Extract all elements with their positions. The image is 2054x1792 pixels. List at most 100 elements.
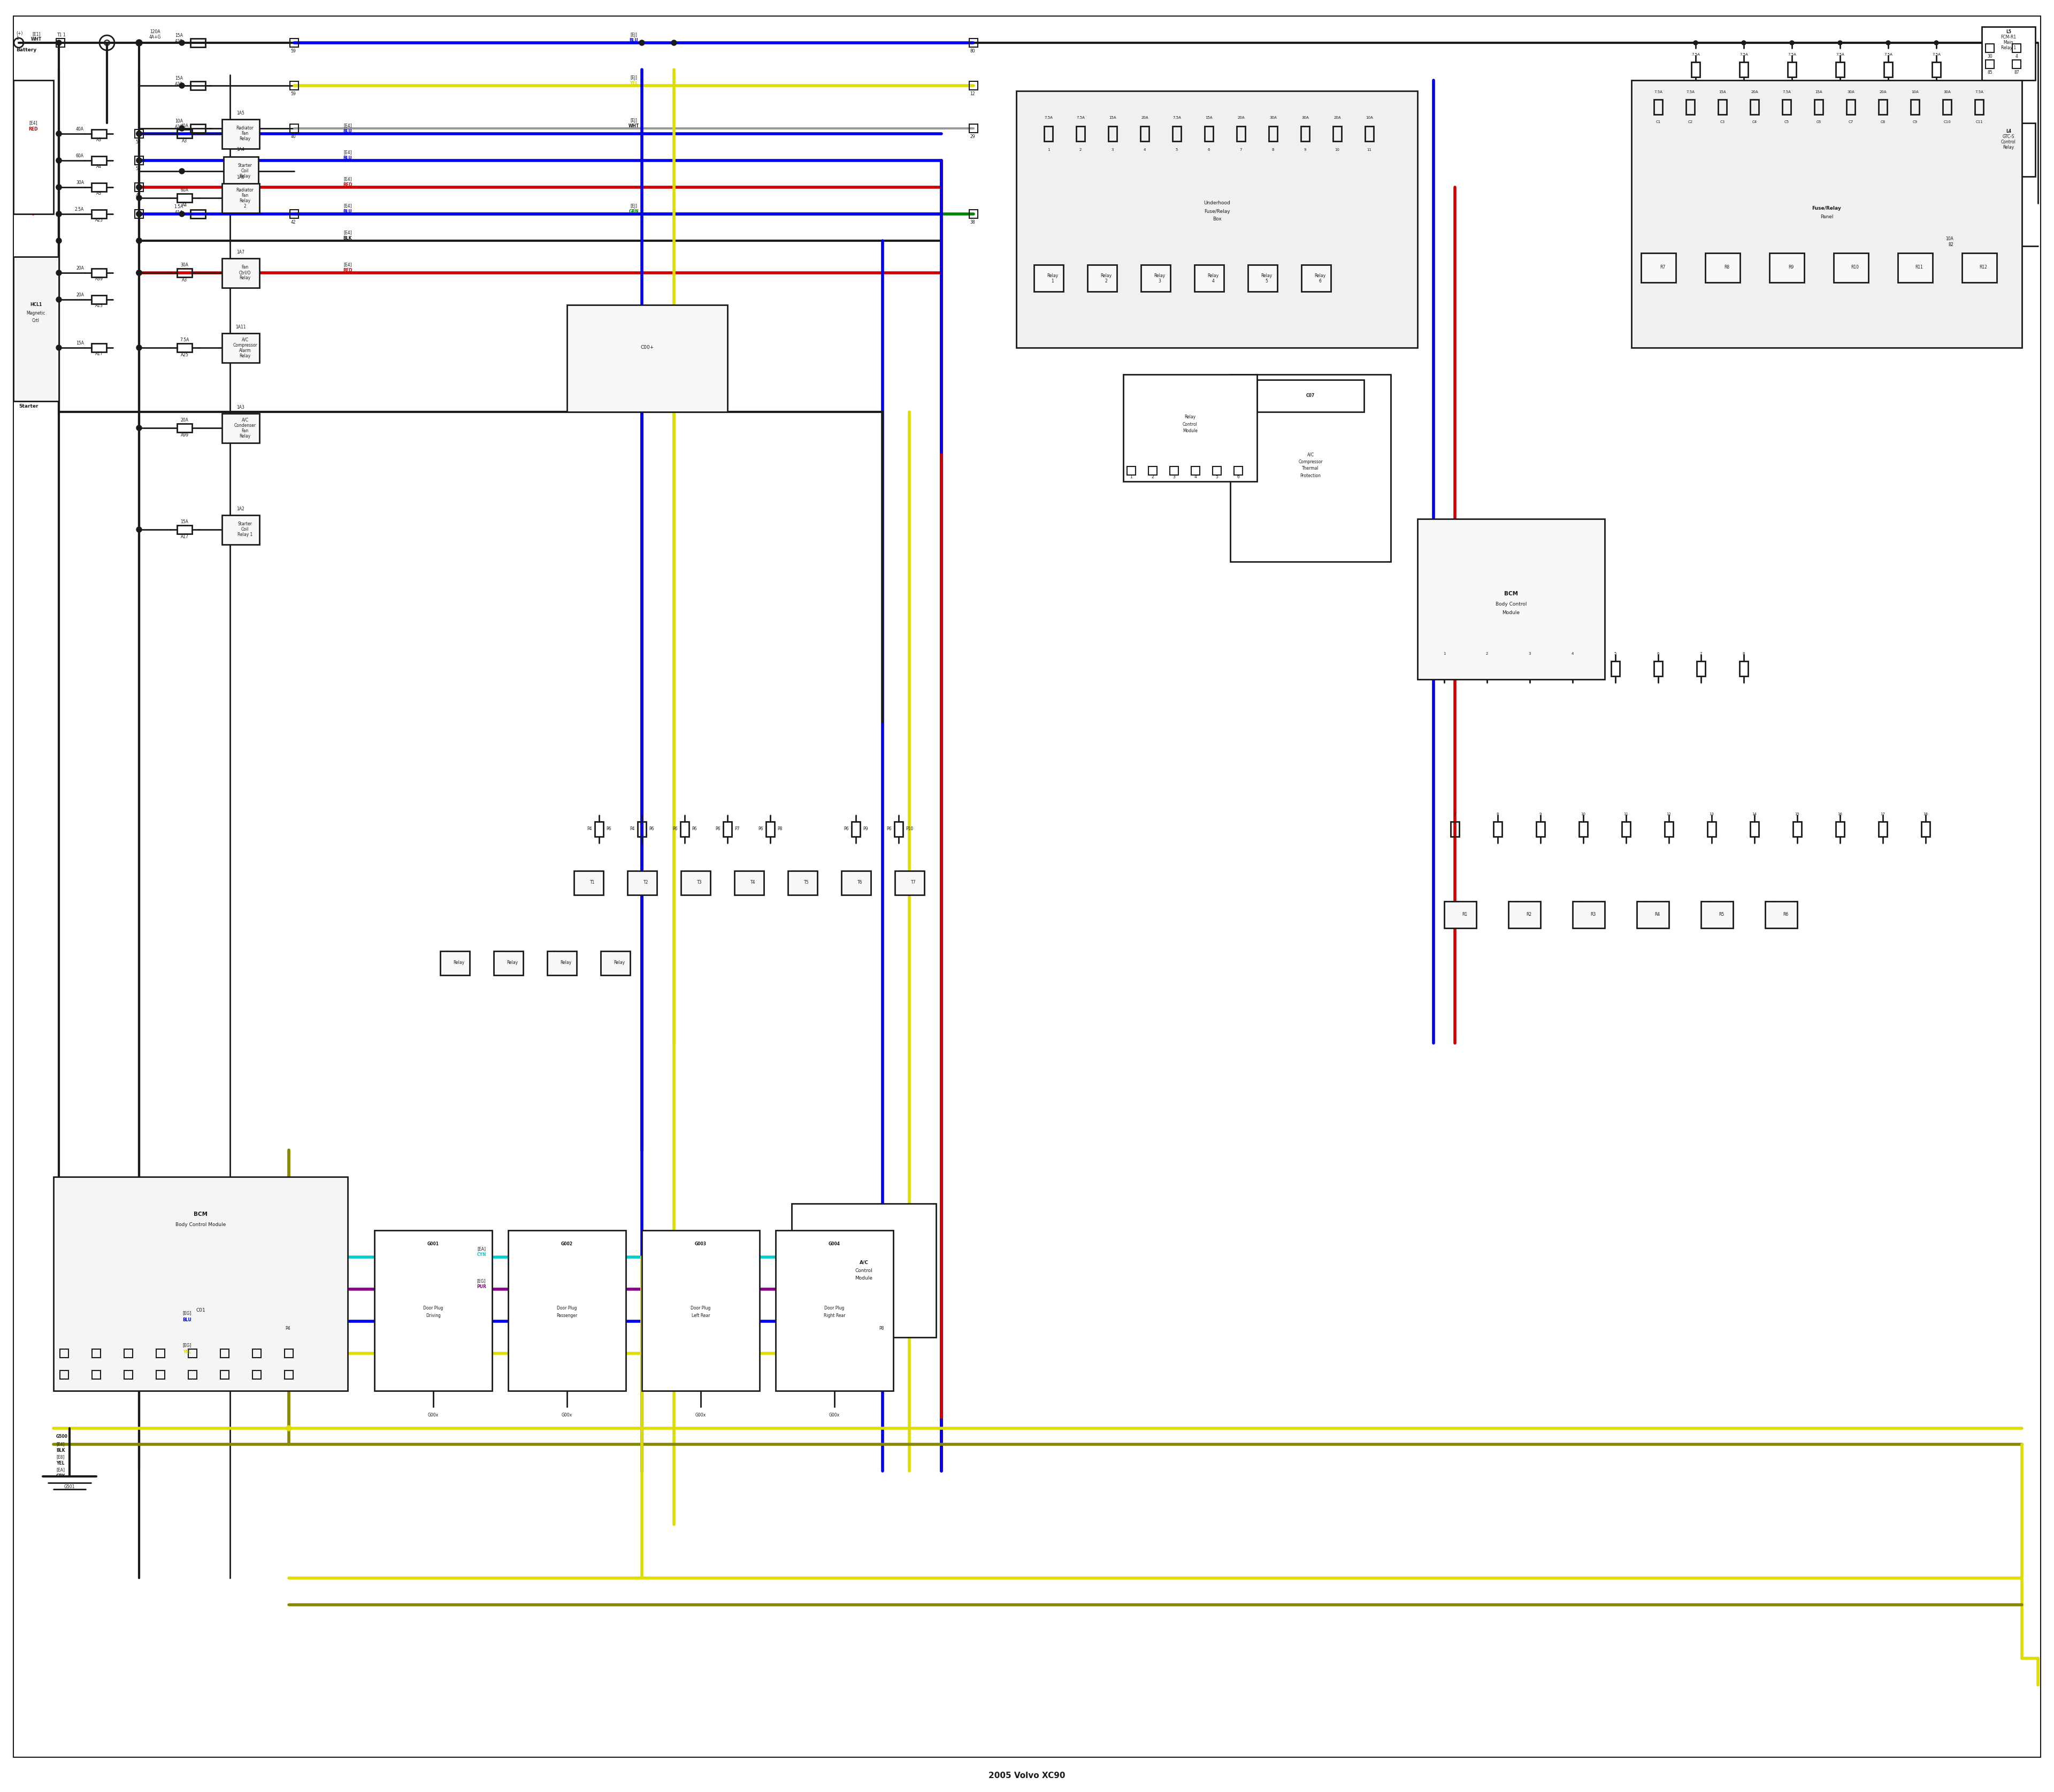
Text: 59: 59 <box>136 140 140 143</box>
Bar <box>92 129 107 138</box>
Text: Door Plug: Door Plug <box>423 1306 444 1310</box>
Text: Passenger: Passenger <box>557 1314 577 1319</box>
Bar <box>191 81 205 90</box>
Circle shape <box>55 39 62 45</box>
Bar <box>1440 661 1448 676</box>
Text: Relay 1: Relay 1 <box>238 532 253 538</box>
Text: 30: 30 <box>1986 54 1992 59</box>
Text: 20A: 20A <box>1142 116 1148 120</box>
Circle shape <box>55 158 62 163</box>
Text: 20A: 20A <box>76 267 84 271</box>
Bar <box>1986 43 1994 52</box>
Text: C9: C9 <box>1912 120 1916 124</box>
Text: 4A+G: 4A+G <box>150 36 160 39</box>
Bar <box>92 1349 101 1358</box>
Text: Relay: Relay <box>2003 145 2015 149</box>
Text: R7: R7 <box>1660 265 1666 271</box>
Bar <box>817 1306 826 1315</box>
Circle shape <box>55 185 62 190</box>
Text: 7.5A: 7.5A <box>1783 90 1791 93</box>
Text: 7.5A: 7.5A <box>1933 54 1941 56</box>
Bar <box>766 823 774 837</box>
Text: 11: 11 <box>1366 149 1372 151</box>
Text: 7.5A: 7.5A <box>1787 54 1795 56</box>
Text: 2005 Volvo XC90: 2005 Volvo XC90 <box>988 1772 1066 1779</box>
Text: 80: 80 <box>969 48 976 54</box>
Text: C10: C10 <box>1943 120 1951 124</box>
Text: Fan: Fan <box>242 194 249 197</box>
Circle shape <box>136 271 142 276</box>
Text: [E4]: [E4] <box>343 262 351 267</box>
Bar <box>177 423 191 432</box>
Bar <box>1717 100 1727 115</box>
Circle shape <box>136 195 142 201</box>
Bar <box>1076 125 1085 142</box>
Bar <box>53 1177 347 1391</box>
Bar <box>1986 59 1994 68</box>
Text: P4: P4 <box>587 826 592 831</box>
Bar <box>177 269 191 278</box>
Text: Module: Module <box>1183 428 1197 434</box>
Text: P6: P6 <box>649 826 653 831</box>
Bar <box>136 183 144 192</box>
Circle shape <box>55 131 62 136</box>
Circle shape <box>55 185 62 190</box>
Text: Panel: Panel <box>1820 215 1834 219</box>
Bar <box>92 1371 101 1380</box>
Text: 20A: 20A <box>1333 116 1341 120</box>
Circle shape <box>136 238 142 244</box>
Text: (+): (+) <box>16 30 23 36</box>
Text: Battery: Battery <box>16 48 37 52</box>
Text: P6: P6 <box>715 826 721 831</box>
Text: A99: A99 <box>181 432 189 437</box>
Text: Relay: Relay <box>454 961 464 966</box>
Bar <box>1641 253 1676 281</box>
Bar <box>873 1306 881 1315</box>
Text: 13: 13 <box>1709 812 1715 815</box>
Bar <box>1690 63 1701 77</box>
Circle shape <box>179 82 185 88</box>
Bar <box>1573 901 1604 928</box>
Text: Radiator: Radiator <box>236 188 255 192</box>
Text: 1: 1 <box>1052 278 1054 283</box>
Text: BCM: BCM <box>1504 591 1518 597</box>
Text: 1: 1 <box>16 36 18 41</box>
Bar <box>191 210 205 219</box>
Text: 15A
A22: 15A A22 <box>175 75 183 86</box>
Text: Body Control: Body Control <box>1495 602 1526 607</box>
Bar <box>493 952 524 975</box>
Bar <box>787 871 817 894</box>
Text: [EJ]: [EJ] <box>631 204 637 210</box>
Text: 42: 42 <box>290 220 296 226</box>
Circle shape <box>179 39 185 45</box>
Text: P6: P6 <box>692 826 696 831</box>
Text: A25: A25 <box>94 219 103 222</box>
Text: Control: Control <box>854 1269 873 1272</box>
Bar <box>1974 100 1984 115</box>
Circle shape <box>55 271 62 276</box>
Bar <box>680 823 688 837</box>
Text: BLK: BLK <box>343 235 351 240</box>
Bar <box>573 871 604 894</box>
Bar <box>60 1349 68 1358</box>
Text: Main: Main <box>2003 41 2013 45</box>
Bar <box>222 118 259 149</box>
Bar <box>1171 466 1179 475</box>
Text: 85: 85 <box>1986 70 1992 75</box>
Bar <box>1750 100 1758 115</box>
Text: [EJ]: [EJ] <box>631 32 637 38</box>
Bar <box>733 871 764 894</box>
Bar <box>1740 661 1748 676</box>
Text: Relay: Relay <box>561 961 571 966</box>
Text: Fan: Fan <box>242 131 249 136</box>
Bar <box>1569 661 1577 676</box>
Bar <box>1140 265 1171 292</box>
Circle shape <box>136 158 142 163</box>
Text: 10A
B2: 10A B2 <box>1945 237 1953 247</box>
Bar <box>836 1322 844 1331</box>
Bar <box>1580 823 1588 837</box>
Text: 7: 7 <box>1454 812 1456 815</box>
Text: 7.5A: 7.5A <box>1653 90 1662 93</box>
Text: 59: 59 <box>290 91 296 97</box>
Text: Relay: Relay <box>1048 272 1058 278</box>
